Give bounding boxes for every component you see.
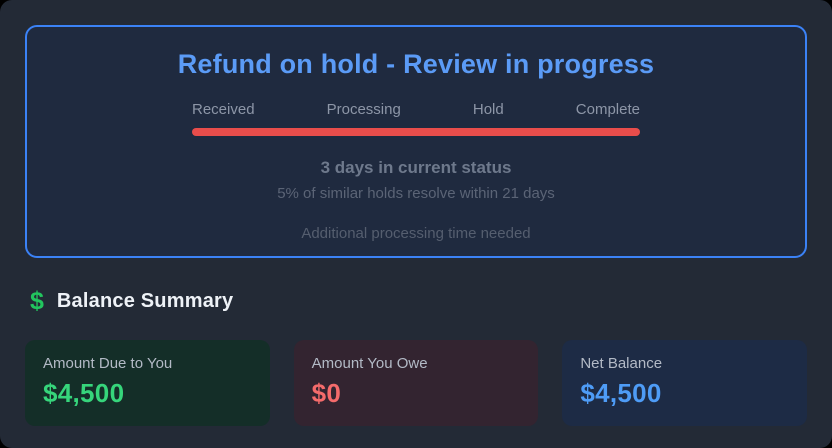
step-label-complete: Complete — [575, 101, 640, 118]
step-label-processing: Processing — [326, 101, 401, 118]
balance-summary-title: Balance Summary — [56, 290, 234, 312]
net-balance-label: Net Balance — [580, 355, 663, 372]
balance-card-amount-owed: Amount You Owe $0 — [293, 340, 539, 426]
amount-due-label: Amount Due to You — [43, 355, 173, 372]
status-note-text: Additional processing time needed — [301, 225, 531, 242]
dollar-icon: $ — [30, 287, 44, 315]
amount-owed-label: Amount You Owe — [311, 355, 428, 372]
balance-cards-row: Amount Due to You $4,500 Amount You Owe … — [25, 340, 807, 426]
balance-card-net-balance: Net Balance $4,500 — [562, 340, 807, 426]
refund-status-title: Refund on hold - Review in progress — [177, 49, 655, 79]
net-balance-value: $4,500 — [580, 378, 662, 408]
balance-summary-header: $ Balance Summary — [25, 289, 807, 314]
step-label-hold: Hold — [472, 101, 504, 118]
step-label-received: Received — [192, 101, 255, 118]
amount-due-value: $4,500 — [43, 378, 125, 408]
status-duration-text: 3 days in current status — [320, 158, 512, 177]
progress-steps-row: Received Processing Hold Complete — [192, 101, 640, 118]
refund-status-card: Refund on hold - Review in progress Rece… — [25, 25, 807, 258]
progress-bar — [192, 128, 640, 136]
amount-owed-value: $0 — [311, 378, 342, 408]
status-statistic-text: 5% of similar holds resolve within 21 da… — [277, 185, 555, 202]
balance-card-amount-due: Amount Due to You $4,500 — [25, 340, 270, 426]
